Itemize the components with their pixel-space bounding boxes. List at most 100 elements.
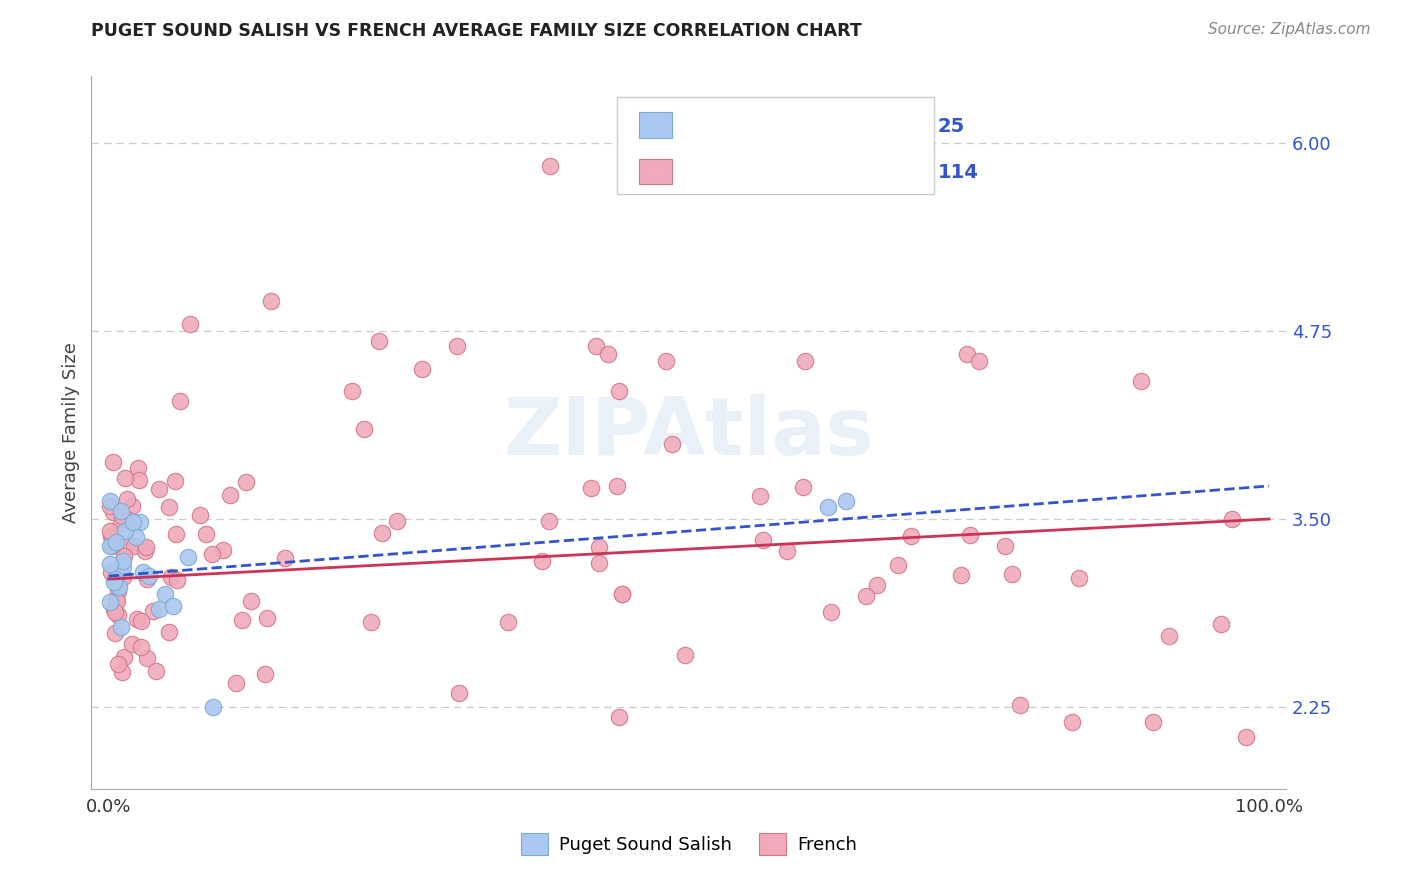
Point <box>1060 714 1083 729</box>
Point <box>449 686 471 700</box>
Point <box>446 339 468 353</box>
Point <box>122 539 145 553</box>
Point <box>100 565 122 579</box>
Point <box>112 560 135 574</box>
Point <box>103 602 125 616</box>
Point <box>231 613 253 627</box>
Point <box>104 605 127 619</box>
Point <box>900 529 922 543</box>
Point <box>1234 730 1257 744</box>
Text: 114: 114 <box>938 163 979 182</box>
Point <box>253 667 276 681</box>
Point <box>749 489 772 503</box>
Point <box>530 554 553 568</box>
Point <box>112 649 135 664</box>
Point <box>104 534 127 549</box>
Point <box>145 664 167 678</box>
Point <box>1209 617 1232 632</box>
Point <box>959 527 981 541</box>
FancyBboxPatch shape <box>638 159 672 185</box>
Point <box>256 611 278 625</box>
Point <box>98 499 121 513</box>
Point <box>239 594 262 608</box>
Point <box>107 657 129 671</box>
Point <box>588 556 610 570</box>
Point <box>211 543 233 558</box>
Point <box>165 527 187 541</box>
Point <box>135 573 157 587</box>
Point <box>360 615 382 629</box>
Point <box>112 549 135 563</box>
FancyBboxPatch shape <box>638 112 672 138</box>
Point <box>111 509 134 524</box>
Point <box>950 568 973 582</box>
Point <box>157 500 180 514</box>
Point <box>104 572 127 586</box>
Point <box>887 558 910 573</box>
Text: PUGET SOUND SALISH VS FRENCH AVERAGE FAMILY SIZE CORRELATION CHART: PUGET SOUND SALISH VS FRENCH AVERAGE FAM… <box>91 22 862 40</box>
Point <box>105 593 128 607</box>
Point <box>371 525 394 540</box>
Point <box>752 533 775 548</box>
Text: ZIPAtlas: ZIPAtlas <box>503 393 875 472</box>
Text: 0.101: 0.101 <box>768 163 830 182</box>
Point <box>607 710 630 724</box>
Point <box>385 514 408 528</box>
Point <box>776 544 799 558</box>
Point <box>101 454 124 468</box>
Point <box>111 510 134 524</box>
FancyBboxPatch shape <box>617 97 934 194</box>
Point <box>138 569 160 583</box>
Point <box>235 475 257 489</box>
Point <box>179 317 201 331</box>
Point <box>342 384 364 399</box>
Point <box>148 602 170 616</box>
Point <box>157 625 180 640</box>
Point <box>612 587 634 601</box>
Point <box>121 636 143 650</box>
Point <box>188 508 211 523</box>
Point <box>607 384 630 399</box>
Point <box>956 347 979 361</box>
Point <box>160 570 183 584</box>
Point <box>112 554 135 568</box>
Point <box>111 665 134 679</box>
Point <box>654 354 676 368</box>
Point <box>1001 566 1024 581</box>
Point <box>162 599 184 614</box>
Point <box>166 573 188 587</box>
Point <box>101 506 124 520</box>
Point <box>610 587 633 601</box>
Point <box>128 474 150 488</box>
Legend: Puget Sound Salish, French: Puget Sound Salish, French <box>513 826 865 863</box>
Point <box>100 529 122 543</box>
Point <box>260 294 283 309</box>
Point <box>98 524 121 538</box>
Point <box>136 651 159 665</box>
Point <box>100 532 122 546</box>
Point <box>1008 698 1031 712</box>
Point <box>134 543 156 558</box>
Text: R =: R = <box>686 163 730 182</box>
Y-axis label: Average Family Size: Average Family Size <box>62 343 80 523</box>
Text: N =: N = <box>853 163 910 182</box>
Point <box>1157 629 1180 643</box>
Text: 25: 25 <box>938 117 965 136</box>
Point <box>579 482 602 496</box>
Point <box>225 675 247 690</box>
Point <box>163 475 186 489</box>
Point <box>115 492 138 507</box>
Point <box>129 614 152 628</box>
Point <box>104 625 127 640</box>
Point <box>114 524 136 538</box>
Point <box>596 347 619 361</box>
Point <box>114 471 136 485</box>
Point <box>274 551 297 566</box>
Point <box>117 539 139 553</box>
Point <box>110 504 132 518</box>
Point <box>675 648 697 662</box>
Point <box>1222 511 1244 525</box>
Point <box>107 607 129 622</box>
Text: 0.299: 0.299 <box>768 117 830 136</box>
Point <box>121 499 143 513</box>
